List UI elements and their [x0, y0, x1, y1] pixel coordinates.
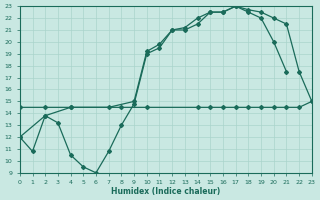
X-axis label: Humidex (Indice chaleur): Humidex (Indice chaleur) — [111, 187, 220, 196]
